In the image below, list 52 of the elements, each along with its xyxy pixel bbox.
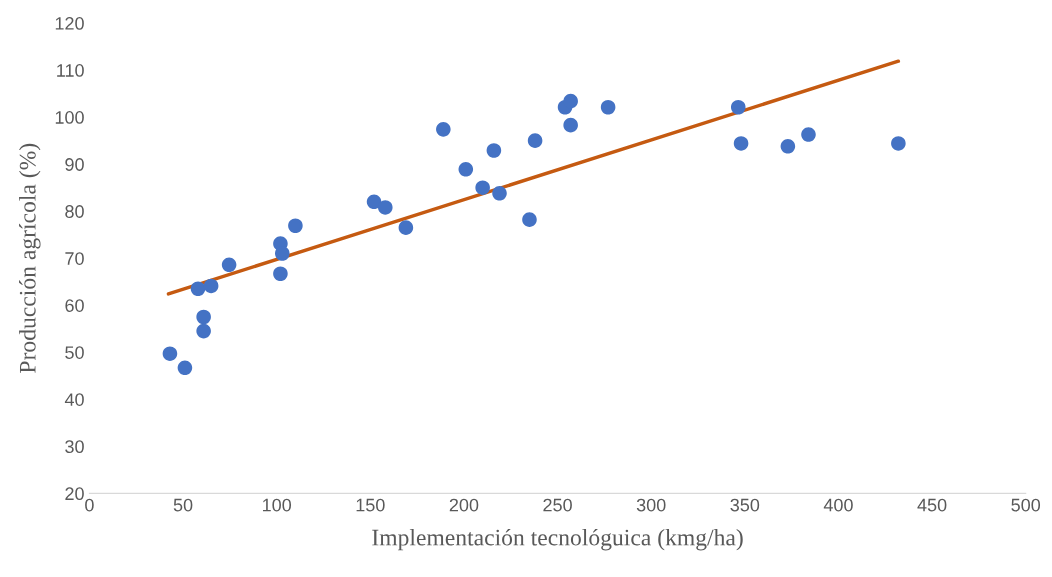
point (203, 278, 219, 294)
y-tick-label: 110 (57, 64, 84, 77)
y-tick-label: 100 (55, 111, 84, 124)
x-tick-label: 200 (449, 498, 479, 512)
point (458, 162, 474, 177)
point (730, 99, 746, 115)
x-tick-label: 50 (173, 498, 193, 512)
point (288, 218, 303, 234)
x-tick-label: 250 (543, 498, 572, 512)
point (522, 212, 537, 227)
point (492, 186, 507, 201)
point (196, 323, 211, 339)
x-tick-label: 500 (1011, 498, 1041, 512)
point (190, 281, 206, 297)
point (733, 136, 749, 151)
point (486, 143, 502, 158)
point (177, 360, 193, 376)
point (273, 266, 288, 282)
y-tick-label: 90 (65, 158, 84, 171)
point (221, 257, 237, 273)
y-tick-label: 60 (65, 299, 84, 312)
x-tick-label: 100 (262, 498, 292, 512)
y-tick-label: 20 (65, 487, 84, 501)
y-tick-label: 70 (65, 252, 84, 265)
x-tick-label: 0 (85, 498, 94, 512)
point (398, 220, 414, 235)
y-axis-title: Producción agrícola (%) (19, 143, 41, 373)
y-tick-label: 50 (65, 346, 84, 359)
point (600, 99, 616, 115)
point (275, 246, 290, 261)
point (196, 309, 211, 325)
point (366, 194, 382, 210)
point (780, 139, 796, 154)
x-tick-label: 400 (823, 498, 853, 512)
x-tick-label: 350 (730, 498, 760, 512)
point (563, 93, 578, 109)
point (475, 180, 490, 195)
point (891, 136, 906, 151)
x-axis-title: Implementación tecnológuica (kmg/ha) (372, 528, 743, 551)
point (801, 127, 816, 142)
point (378, 200, 393, 215)
x-tick-label: 150 (356, 498, 385, 512)
point (527, 133, 543, 148)
point (436, 122, 451, 137)
y-tick-label: 40 (64, 393, 84, 406)
point (162, 346, 178, 361)
point (563, 117, 578, 133)
x-tick-label: 300 (636, 498, 666, 512)
y-tick-label: 80 (65, 205, 84, 218)
x-tick-label: 450 (917, 498, 947, 512)
y-tick-label: 30 (65, 440, 84, 454)
y-tick-label: 120 (55, 17, 84, 30)
